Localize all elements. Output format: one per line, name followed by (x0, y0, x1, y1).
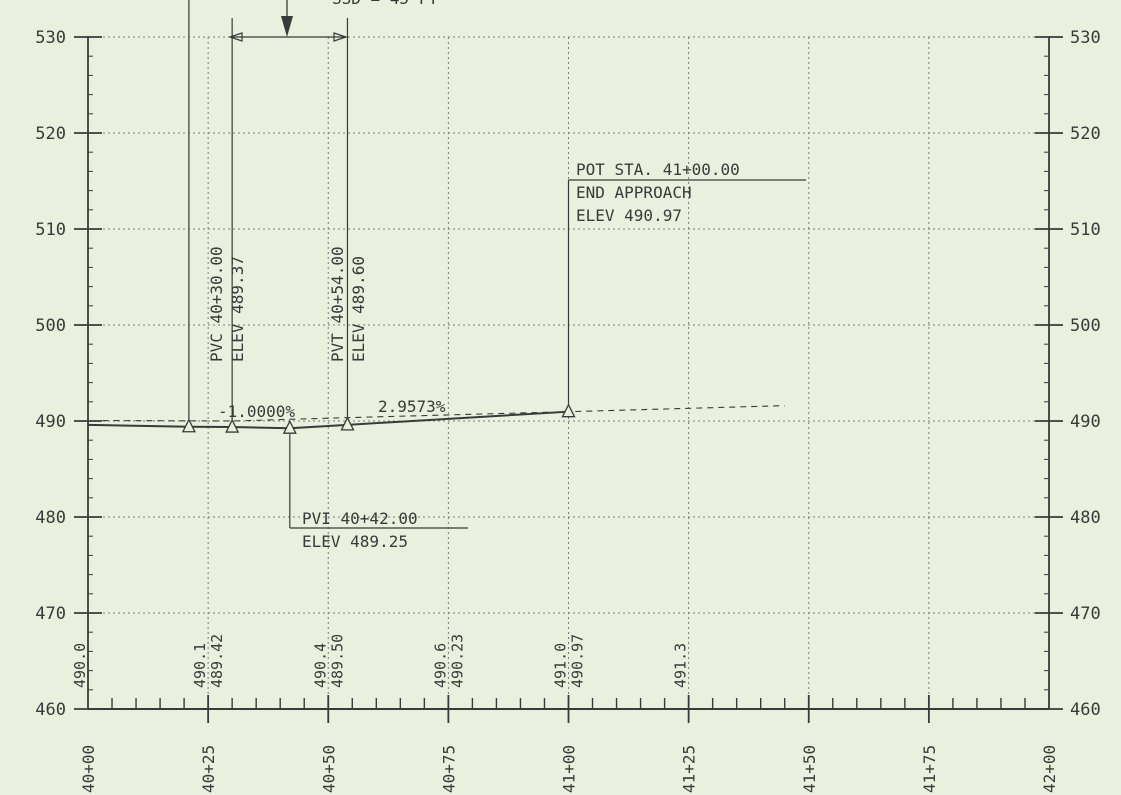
x-tick-label: 41+25 (680, 745, 699, 793)
x-tick-label: 42+00 (1040, 745, 1059, 793)
grade-label-right: 2.9573% (378, 397, 446, 416)
x-tick-label: 40+25 (199, 745, 218, 793)
existing-elevation-label: 491.3 (672, 643, 690, 688)
proposed-elevation-label: 489.50 (328, 634, 346, 688)
pvc-elev-label: ELEV 489.37 (228, 256, 247, 362)
y-tick-label-left: 530 (35, 28, 66, 48)
vertex-marker (282, 419, 297, 434)
x-axis-ticks: 40+00 40+25 40+50 40+75 41+00 41+25 41+50 41+75… (79, 695, 1059, 793)
y-tick-label-right: 530 (1070, 28, 1101, 48)
proposed-grade-line (87, 410, 569, 430)
y-tick-label-left: 510 (35, 220, 66, 240)
pvt-label: PVT 40+54.00 (328, 246, 347, 362)
ssd-arrow-right (333, 32, 348, 42)
y-tick-label-right: 480 (1070, 508, 1101, 528)
existing-elevation-label: 490.4 (311, 643, 329, 688)
x-tick-label: 41+00 (560, 745, 579, 793)
vertex-marker (340, 416, 355, 431)
x-tick-label: 41+75 (920, 745, 939, 793)
pot-elev-label: ELEV 490.97 (576, 206, 682, 225)
elevation-labels: 490.0 490.1 489.42 490.4 489.50 490.6 490.23 49… (71, 634, 690, 688)
pvi-elev-label: ELEV 489.25 (302, 532, 408, 551)
y-tick-label-left: 480 (35, 508, 66, 528)
y-tick-label-right: 470 (1070, 604, 1101, 624)
proposed-elevation-label: 490.97 (569, 634, 587, 688)
y-tick-label-left: 520 (35, 124, 66, 144)
proposed-elevation-label: 489.42 (208, 634, 226, 688)
vertex-marker (181, 418, 196, 433)
x-tick-label: 40+50 (319, 745, 338, 793)
y-tick-label-left: 500 (35, 316, 66, 336)
pvc-label: PVC 40+30.00 (207, 246, 226, 362)
ssd-arrow-left (228, 32, 243, 42)
x-tick-label: 40+75 (439, 745, 458, 793)
y-tick-label-left: 490 (35, 412, 66, 432)
annotation-leaders (188, 0, 806, 529)
y-tick-label-right: 510 (1070, 220, 1101, 240)
existing-elevation-label: 490.1 (191, 643, 209, 688)
ssd-label: SSD = 45 FT (332, 0, 438, 8)
existing-elevation-label: 490.0 (71, 643, 89, 688)
y-tick-label-left: 460 (35, 700, 66, 720)
vertex-marker (225, 418, 240, 433)
y-tick-label-right: 520 (1070, 124, 1101, 144)
vertex-marker (561, 403, 576, 418)
existing-elevation-label: 490.6 (431, 643, 449, 688)
x-tick-label: 40+00 (79, 745, 98, 793)
y-tick-label-left: 470 (35, 604, 66, 624)
pot-label: POT STA. 41+00.00 (576, 160, 740, 179)
proposed-elevation-label: 490.23 (448, 634, 466, 688)
pvt-elev-label: ELEV 489.60 (349, 256, 368, 362)
ssd-dimension: SSD = 45 FT (228, 0, 438, 42)
pvi-label: PVI 40+42.00 (302, 509, 418, 528)
end-approach-label: END APPROACH (576, 183, 692, 202)
y-axis-ticks: 460 460 470 470 480 480 490 490 500 500 510 510 520 5… (35, 28, 1100, 720)
existing-elevation-label: 491.0 (552, 643, 570, 688)
y-tick-label-right: 500 (1070, 316, 1101, 336)
y-tick-label-right: 460 (1070, 700, 1101, 720)
grade-label-left: -1.0000% (218, 402, 295, 421)
ssd-pointer-arrowhead (281, 16, 293, 37)
x-tick-label: 41+50 (800, 745, 819, 793)
y-tick-label-right: 490 (1070, 412, 1101, 432)
